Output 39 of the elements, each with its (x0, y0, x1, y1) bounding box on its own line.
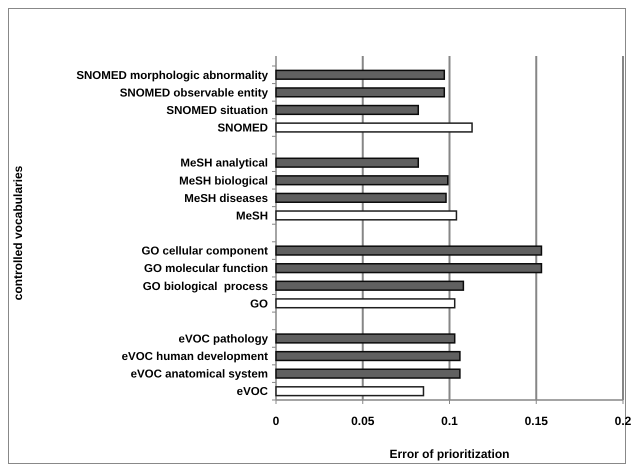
bar (275, 298, 456, 308)
bar (275, 368, 461, 379)
y-tick-label: GO (250, 298, 268, 310)
y-tick-label: GO molecular function (144, 263, 268, 276)
bar (275, 333, 456, 344)
bar (275, 386, 424, 396)
bar (275, 87, 446, 98)
y-tick-label: GO biological process (142, 280, 268, 293)
x-axis-title: Error of prioritization (390, 447, 510, 461)
bar (275, 245, 542, 256)
x-tick-label: 0 (272, 414, 280, 428)
bar (275, 210, 458, 221)
bar (275, 175, 449, 186)
y-tick-label: MeSH biological (179, 175, 268, 188)
bar (275, 350, 461, 362)
bar (275, 192, 447, 203)
y-tick-label: MeSH diseases (184, 192, 268, 205)
bar (275, 70, 446, 80)
bar (275, 263, 542, 274)
bar (275, 122, 473, 133)
x-tick-label: 0.1 (441, 414, 458, 428)
y-tick-label: eVOC anatomical system (130, 368, 268, 381)
bar (275, 158, 420, 168)
y-tick-label: SNOMED observable entity (120, 87, 269, 100)
x-tick-label: 0.15 (524, 414, 548, 428)
y-tick-label: GO cellular component (141, 246, 268, 258)
x-tick-label: 0.2 (614, 414, 632, 428)
bar (275, 104, 420, 116)
y-tick-label: SNOMED (218, 122, 268, 135)
y-tick-label: eVOC (236, 386, 268, 398)
y-tick-label: eVOC pathology (178, 334, 269, 346)
y-axis-title: controlled vocabularies (11, 165, 25, 300)
y-tick-label: MeSH (236, 210, 268, 222)
y-tick-label: MeSH analytical (180, 158, 268, 170)
bar (275, 280, 464, 291)
x-tick-label: 0.05 (351, 414, 375, 428)
y-tick-label: eVOC human development (122, 351, 268, 364)
y-tick-label: SNOMED situation (166, 104, 268, 117)
y-tick-label: SNOMED morphologic abnormality (76, 70, 269, 82)
